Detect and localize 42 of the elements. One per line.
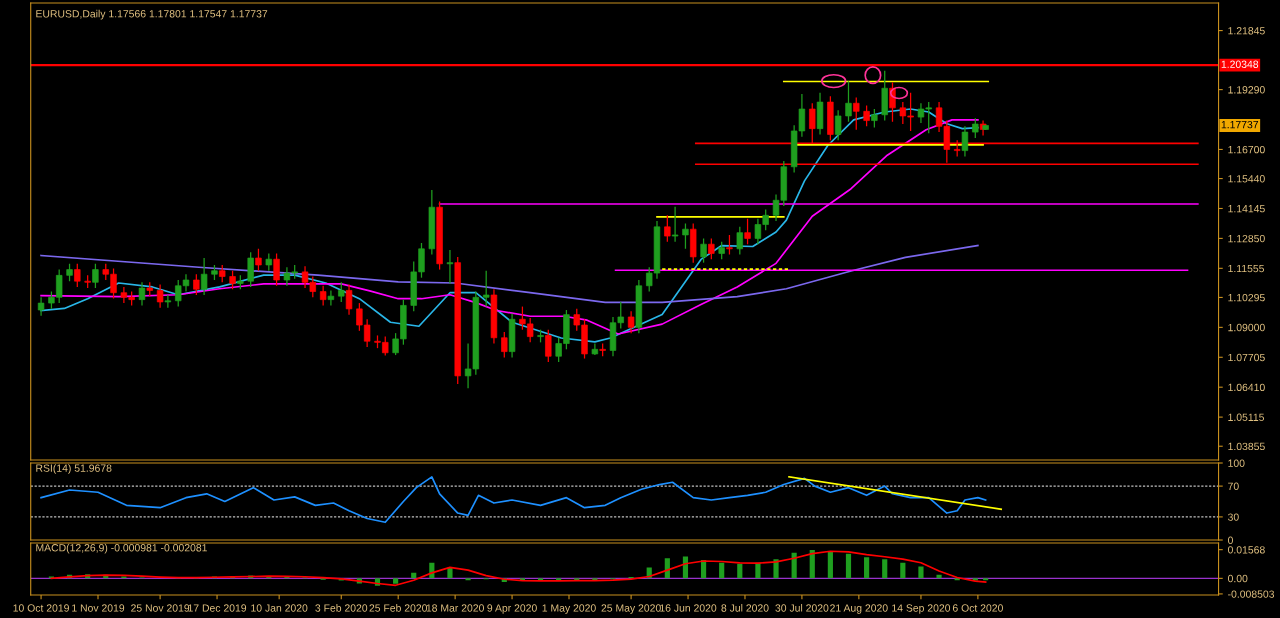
x-tick-label: 25 May 2020 <box>601 604 661 614</box>
x-tick-label: 10 Oct 2019 <box>13 604 69 612</box>
y-tick-label: -0.008503 <box>1228 590 1275 598</box>
x-tick-label: 1 May 2020 <box>542 604 596 614</box>
y-tick-label: 1.09000 <box>1228 323 1265 332</box>
y-tick-label: 1.10295 <box>1228 293 1265 302</box>
x-tick-label: 18 Mar 2020 <box>426 604 484 612</box>
x-tick-label: 16 Jun 2020 <box>660 604 717 612</box>
y-tick-label: 70 <box>1228 482 1239 490</box>
x-tick-label: 8 Jul 2020 <box>721 604 769 612</box>
y-tick-label: 100 <box>1228 459 1245 467</box>
y-tick-label: 1.07705 <box>1228 353 1265 362</box>
x-tick-label: 30 Jul 2020 <box>775 604 829 612</box>
y-tick-label: 1.19290 <box>1228 86 1265 94</box>
y-tick-label: 0 <box>1227 536 1233 544</box>
x-tick-label: 25 Feb 2020 <box>369 604 428 612</box>
y-tick-label: 1.16700 <box>1228 145 1265 154</box>
chart-title: RSI(14) 51.9678 <box>36 464 112 474</box>
y-tick-label: 1.11555 <box>1228 264 1265 273</box>
x-tick-label: 14 Sep 2020 <box>892 604 951 614</box>
y-tick-label: 1.05115 <box>1228 413 1265 421</box>
x-tick-label: 1 Nov 2019 <box>72 604 125 612</box>
x-tick-label: 9 Apr 2020 <box>487 604 537 614</box>
x-tick-label: 21 Aug 2020 <box>830 604 888 614</box>
x-tick-label: 17 Dec 2019 <box>188 604 247 612</box>
chart-title: MACD(12,26,9) -0.000981 -0.002081 <box>36 543 207 554</box>
x-tick-label: 6 Oct 2020 <box>952 604 1003 612</box>
ref-line-label: 1.20348 <box>1221 60 1259 68</box>
text: EURUSD,Daily 1.17566 1.17801 1.17547 1.17737 <box>36 9 268 20</box>
y-tick-label: 1.14145 <box>1228 205 1265 213</box>
y-tick-label: 1.03855 <box>1228 442 1265 451</box>
y-tick-label: 1.12850 <box>1228 234 1265 243</box>
annotation: 1.17737 <box>1221 120 1259 129</box>
y-tick-label: 0.00 <box>1227 574 1248 583</box>
y-tick-label: 1.21845 <box>1228 27 1265 35</box>
y-tick-label: 30 <box>1227 513 1239 521</box>
y-tick-label: 1.06410 <box>1228 383 1265 392</box>
y-tick-label: 1.15440 <box>1228 175 1265 183</box>
x-tick-label: 3 Feb 2020 <box>315 604 368 612</box>
x-tick-label: 25 Nov 2019 <box>131 604 190 612</box>
y-tick-label: 0.01568 <box>1227 546 1265 554</box>
x-tick-label: 10 Jan 2020 <box>251 604 308 612</box>
